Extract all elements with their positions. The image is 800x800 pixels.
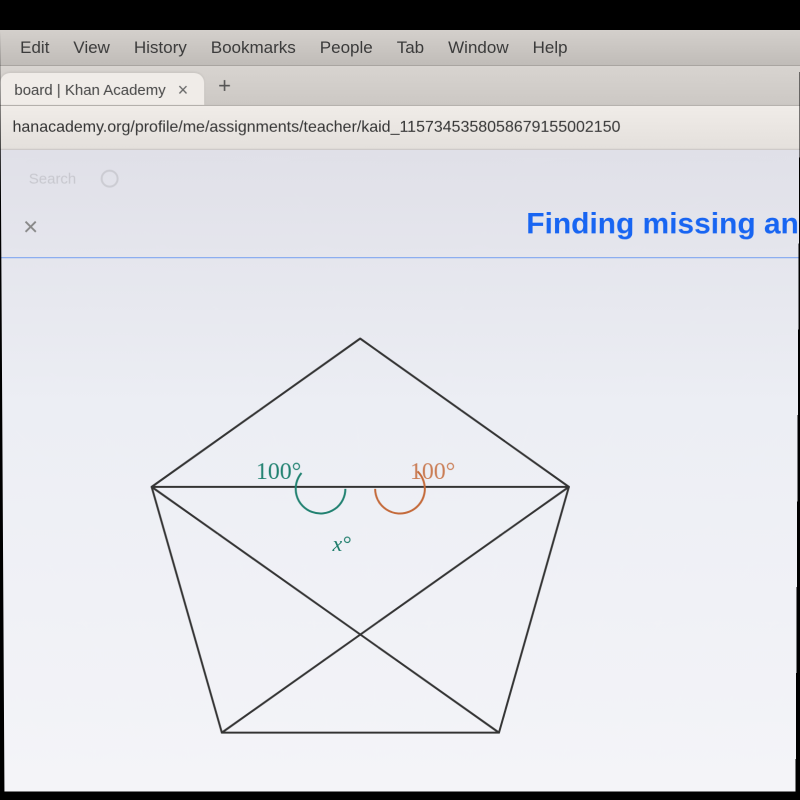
tab-title: board | Khan Academy <box>14 81 165 98</box>
exercise-title: Finding missing an <box>526 208 799 242</box>
screen: Edit View History Bookmarks People Tab W… <box>0 30 800 791</box>
search-icon <box>100 170 118 188</box>
menu-bookmarks[interactable]: Bookmarks <box>199 37 308 57</box>
new-tab-button[interactable]: + <box>204 67 245 105</box>
title-divider <box>1 257 798 258</box>
browser-tab-active[interactable]: board | Khan Academy × <box>0 73 204 105</box>
angle-label-right: 100° <box>410 459 455 486</box>
url-text: hanacademy.org/profile/me/assignments/te… <box>12 118 620 136</box>
os-menubar: Edit View History Bookmarks People Tab W… <box>0 30 800 66</box>
browser-urlbar[interactable]: hanacademy.org/profile/me/assignments/te… <box>0 106 799 150</box>
figure-svg <box>101 309 619 782</box>
menu-tab[interactable]: Tab <box>385 37 436 57</box>
page-content: Search × Finding missing an 100° 100° x° <box>1 150 800 792</box>
menu-window[interactable]: Window <box>436 37 520 57</box>
menu-edit[interactable]: Edit <box>8 37 61 57</box>
faded-header-row: Search <box>1 160 799 198</box>
browser-tabbar: board | Khan Academy × + <box>0 66 800 106</box>
menu-history[interactable]: History <box>122 37 199 57</box>
angle-label-x: x° <box>332 531 350 557</box>
close-exercise-icon[interactable]: × <box>23 211 38 242</box>
angle-label-left: 100° <box>256 459 301 486</box>
menu-help[interactable]: Help <box>521 37 580 57</box>
geometry-figure: 100° 100° x° <box>101 309 619 782</box>
menu-people[interactable]: People <box>308 37 385 57</box>
menu-view[interactable]: View <box>61 37 122 57</box>
tab-close-icon[interactable]: × <box>176 81 191 99</box>
search-label: Search <box>29 170 77 187</box>
